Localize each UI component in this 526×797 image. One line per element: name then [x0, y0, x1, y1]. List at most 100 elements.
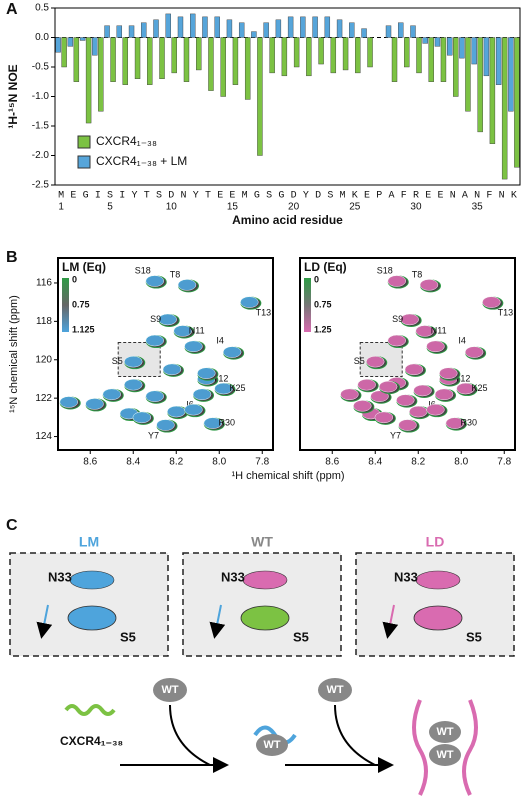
bar [183, 37, 190, 82]
peak [203, 417, 223, 429]
x-tick-label: 10 [166, 202, 178, 213]
peak [353, 400, 372, 412]
bar [324, 16, 331, 38]
x-tick-label: 15 [227, 202, 239, 213]
bar [514, 37, 520, 168]
colorbar-label: 0.75 [72, 299, 90, 309]
bar [263, 22, 269, 38]
peak [240, 296, 259, 308]
peak [439, 367, 458, 379]
peak [192, 388, 212, 401]
x-tick-label: 25 [349, 202, 361, 213]
bar [73, 37, 80, 82]
peak-label: T8 [412, 269, 423, 279]
bar [495, 37, 502, 85]
peak-label: I4 [216, 335, 224, 345]
wt-dimer [153, 678, 187, 702]
peak [222, 346, 242, 358]
bar [85, 37, 92, 124]
x-category-label: A [389, 191, 395, 202]
x-category-label: E [437, 191, 443, 202]
peak-label: K25 [472, 383, 488, 393]
peak [482, 296, 501, 308]
bar [147, 37, 153, 85]
peak [124, 355, 143, 368]
peak [400, 313, 419, 326]
x-category-label: D [315, 191, 321, 202]
bar [104, 25, 110, 38]
x-category-label: E [425, 191, 431, 202]
bar [385, 25, 392, 38]
x-category-label: K [352, 191, 358, 202]
plot-frame [299, 257, 516, 451]
wt-label: WT [263, 739, 280, 751]
bar [171, 37, 177, 74]
bar [391, 37, 398, 82]
bar [434, 37, 441, 47]
wt-label: WT [436, 749, 453, 761]
peak-label: S18 [135, 265, 151, 275]
shift-arrow [209, 604, 226, 639]
bar [159, 37, 165, 79]
peak [214, 382, 233, 395]
diagram-box [355, 552, 515, 657]
peptide [462, 699, 478, 796]
wt-dimer [429, 744, 461, 766]
x-category-label: D [291, 191, 297, 202]
panel-label: C [6, 517, 18, 534]
peak [177, 279, 197, 291]
spectrum-title: LD (Eq) [304, 260, 347, 274]
x-category-label: D [168, 191, 174, 202]
bar [220, 37, 226, 97]
x-category-label: R [413, 191, 419, 202]
box-title: LM [79, 534, 99, 550]
x-tick-label: 20 [288, 202, 300, 213]
x-category-label: G [83, 191, 89, 202]
bar [232, 37, 239, 85]
x-tick-label: 8.6 [325, 457, 339, 468]
peak [184, 340, 203, 353]
y-axis-title: ¹H-¹⁵N NOE [6, 64, 20, 128]
x-tick-label: 7.8 [497, 457, 511, 468]
peak-label: S5 [120, 629, 136, 644]
peak-label: R30 [461, 417, 478, 427]
y-tick-label: 0.5 [35, 3, 49, 14]
contour [413, 605, 463, 631]
wt-label: WT [161, 684, 178, 696]
peak [426, 403, 445, 416]
bar [287, 16, 294, 38]
x-category-label: E [217, 191, 223, 202]
x-axis-title: Amino acid residue [232, 213, 343, 227]
arrow-bend [169, 704, 211, 766]
x-tick-label: 8.6 [83, 457, 97, 468]
bar [471, 37, 477, 65]
x-tick-label: 7.8 [255, 457, 269, 468]
peak-label: Y12 [212, 373, 228, 383]
legend-swatch [77, 135, 91, 149]
peak [162, 363, 182, 376]
bar [134, 37, 141, 79]
bar [440, 37, 447, 82]
x-tick-label: 8.2 [411, 457, 425, 468]
x-category-label: S [327, 191, 333, 202]
colorbar [62, 278, 69, 332]
peak-label: S9 [392, 314, 403, 324]
bar [293, 37, 300, 68]
x-category-label: T [144, 191, 150, 202]
x-category-label: M [242, 191, 248, 202]
x-category-label: M [58, 191, 64, 202]
x-category-label: N [180, 191, 186, 202]
bar [508, 37, 514, 112]
peak [85, 398, 104, 410]
peak [184, 403, 203, 416]
bar [177, 16, 184, 38]
peptide [412, 699, 428, 796]
peak-label: N11 [431, 325, 447, 335]
peak-label: N33 [221, 569, 245, 584]
peak [415, 325, 434, 337]
bar [165, 13, 171, 38]
y-tick-label: 120 [35, 354, 52, 365]
peak [145, 334, 164, 347]
y-axis-title: ¹⁵N chemical shift (ppm) [8, 295, 20, 413]
x-tick-label: 8.4 [368, 457, 382, 468]
